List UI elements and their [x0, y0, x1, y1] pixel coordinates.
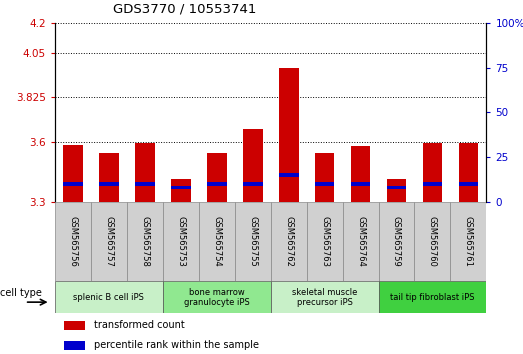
Text: bone marrow
granulocyte iPS: bone marrow granulocyte iPS — [184, 288, 249, 307]
Bar — [386, 179, 406, 202]
Bar — [459, 182, 479, 186]
Bar — [315, 182, 335, 186]
Bar — [243, 182, 263, 186]
Text: splenic B cell iPS: splenic B cell iPS — [73, 293, 144, 302]
Bar — [64, 321, 85, 330]
Text: GSM565754: GSM565754 — [212, 216, 221, 267]
Bar — [171, 179, 191, 202]
Bar — [63, 182, 83, 186]
Bar — [99, 153, 119, 202]
Text: GSM565753: GSM565753 — [176, 216, 185, 267]
Bar — [207, 182, 226, 186]
Bar — [91, 202, 127, 281]
Bar — [55, 281, 163, 313]
Text: tail tip fibroblast iPS: tail tip fibroblast iPS — [390, 293, 475, 302]
Bar — [279, 173, 299, 177]
Bar — [271, 202, 306, 281]
Text: GSM565760: GSM565760 — [428, 216, 437, 267]
Text: GSM565757: GSM565757 — [105, 216, 113, 267]
Bar — [171, 185, 191, 189]
Bar — [199, 202, 235, 281]
Bar — [459, 143, 479, 202]
Bar — [235, 202, 271, 281]
Text: GDS3770 / 10553741: GDS3770 / 10553741 — [112, 3, 256, 16]
Bar — [450, 202, 486, 281]
Bar — [379, 202, 414, 281]
Text: GSM565759: GSM565759 — [392, 216, 401, 267]
Bar — [379, 281, 486, 313]
Text: GSM565762: GSM565762 — [284, 216, 293, 267]
Bar — [350, 146, 370, 202]
Bar — [414, 202, 450, 281]
Bar — [207, 153, 226, 202]
Text: GSM565755: GSM565755 — [248, 216, 257, 267]
Bar — [127, 202, 163, 281]
Bar — [315, 153, 335, 202]
Bar — [64, 341, 85, 350]
Bar — [423, 182, 442, 186]
Text: GSM565758: GSM565758 — [140, 216, 149, 267]
Bar — [343, 202, 379, 281]
Bar — [163, 202, 199, 281]
Text: GSM565761: GSM565761 — [464, 216, 473, 267]
Bar — [163, 281, 271, 313]
Bar — [135, 182, 155, 186]
Text: skeletal muscle
precursor iPS: skeletal muscle precursor iPS — [292, 288, 357, 307]
Text: GSM565756: GSM565756 — [69, 216, 77, 267]
Bar — [55, 202, 91, 281]
Bar — [279, 68, 299, 202]
Bar — [350, 182, 370, 186]
Bar — [306, 202, 343, 281]
Text: cell type: cell type — [0, 287, 42, 298]
Bar — [243, 129, 263, 202]
Bar — [63, 145, 83, 202]
Text: percentile rank within the sample: percentile rank within the sample — [94, 340, 259, 350]
Bar — [271, 281, 379, 313]
Text: GSM565763: GSM565763 — [320, 216, 329, 267]
Bar — [135, 143, 155, 202]
Text: GSM565764: GSM565764 — [356, 216, 365, 267]
Bar — [423, 143, 442, 202]
Text: transformed count: transformed count — [94, 320, 185, 330]
Bar — [99, 182, 119, 186]
Bar — [386, 185, 406, 189]
